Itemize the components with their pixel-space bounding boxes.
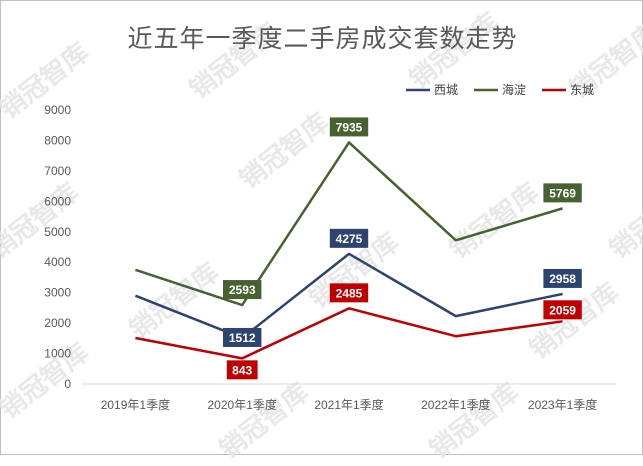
y-tick-label: 8000 [44, 133, 71, 147]
data-label-box [543, 183, 582, 203]
data-label-box [543, 268, 582, 288]
data-label-box [543, 300, 582, 320]
data-label: 2485 [336, 286, 363, 300]
y-tick-label: 6000 [44, 194, 71, 208]
series-line-海淀 [135, 141, 563, 307]
y-tick-label: 7000 [44, 164, 71, 178]
y-tick-label: 1000 [44, 347, 71, 361]
data-label-box [329, 228, 369, 248]
data-label: 2059 [549, 303, 576, 317]
y-tick-label: 2000 [44, 316, 71, 330]
legend-label: 海淀 [502, 82, 526, 97]
data-label-box [329, 117, 369, 137]
data-label: 4275 [336, 232, 363, 246]
y-tick-label: 3000 [44, 286, 71, 300]
data-label: 1512 [229, 331, 256, 345]
x-tick-label: 2023年1季度 [528, 397, 597, 412]
chart-title: 近五年一季度二手房成交套数走势 [127, 25, 518, 53]
y-tick-label: 0 [64, 377, 71, 391]
series-line-西城 [134, 252, 563, 340]
data-label: 843 [232, 363, 252, 377]
line-chart: 0 1000 2000 3000 4000 5000 6000 7000 8000 9000 201… [44, 82, 616, 412]
data-label: 2958 [549, 272, 576, 286]
x-tick-label: 2020年1季度 [208, 397, 277, 412]
legend-label: 西城 [434, 83, 458, 97]
x-tick-label: 2022年1季度 [421, 397, 490, 412]
data-label: 7935 [336, 120, 363, 134]
y-tick-label: 4000 [44, 255, 71, 269]
y-tick-label: 9000 [44, 103, 71, 117]
legend-label: 东城 [570, 83, 594, 97]
data-label-box [226, 360, 258, 380]
series-line-东城 [135, 307, 563, 360]
data-label: 5769 [549, 186, 576, 200]
data-label-box [223, 280, 262, 300]
data-label-box [329, 283, 369, 303]
data-label: 2593 [229, 283, 256, 297]
y-tick-label: 5000 [44, 225, 71, 239]
x-tick-label: 2021年1季度 [314, 397, 383, 412]
data-label-box [223, 327, 262, 347]
x-tick-label: 2019年1季度 [101, 397, 170, 412]
